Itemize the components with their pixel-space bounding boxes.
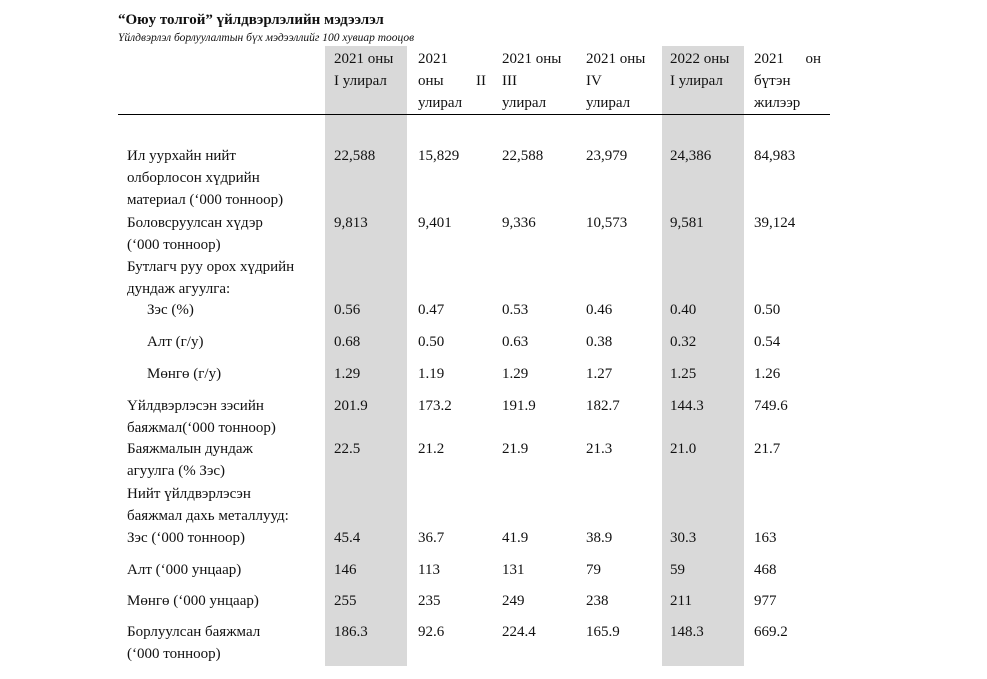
row-label-gold-metal: Алт (‘000 унцаар) <box>127 562 242 578</box>
cell-value: 0.54 <box>754 334 781 350</box>
cell-value: 84,983 <box>754 148 796 164</box>
cell-value: 0.50 <box>754 302 781 318</box>
cell-value: 0.63 <box>502 334 529 350</box>
row-label-copper-concentrate: Үйлдвэрлэсэн зэсийн баяжмал(‘000 тонноор… <box>127 398 276 436</box>
cell-value: 59 <box>670 562 685 578</box>
cell-value: 131 <box>502 562 525 578</box>
cell-value: 23,979 <box>586 148 628 164</box>
cell-value: 235 <box>418 593 441 609</box>
cell-value: 186.3 <box>334 624 368 640</box>
cell-value: 1.26 <box>754 366 781 382</box>
cell-value: 41.9 <box>502 530 529 546</box>
column-header-2021-full-year: 2021 он бүтэн жилээр <box>754 51 821 111</box>
cell-value: 173.2 <box>418 398 452 414</box>
row-label-gold-grade: Алт (г/у) <box>147 334 204 350</box>
cell-value: 9,401 <box>418 215 452 231</box>
cell-value: 21.7 <box>754 441 781 457</box>
cell-value: 0.32 <box>670 334 697 350</box>
row-label-total-material: Ил уурхайн нийт олборлосон хүдрийн матер… <box>127 148 284 208</box>
row-label-head-grade-section: Бутлагч руу орох хүдрийн дундаж агуулга: <box>127 259 295 297</box>
cell-value: 15,829 <box>418 148 460 164</box>
cell-value: 1.19 <box>418 366 445 382</box>
cell-value: 21.0 <box>670 441 697 457</box>
cell-value: 10,573 <box>586 215 628 231</box>
cell-value: 0.47 <box>418 302 445 318</box>
row-label-silver-grade: Мөнгө (г/у) <box>147 366 222 382</box>
row-label-copper-grade: Зэс (%) <box>147 302 194 318</box>
cell-value: 146 <box>334 562 357 578</box>
cell-value: 238 <box>586 593 609 609</box>
cell-value: 977 <box>754 593 777 609</box>
cell-value: 22,588 <box>502 148 544 164</box>
highlight-column-2022-q1 <box>662 46 744 666</box>
column-header-2021-q3: 2021 оны III улирал <box>502 51 562 111</box>
cell-value: 92.6 <box>418 624 445 640</box>
cell-value: 201.9 <box>334 398 368 414</box>
cell-value: 224.4 <box>502 624 536 640</box>
cell-value: 21.9 <box>502 441 529 457</box>
cell-value: 1.29 <box>334 366 361 382</box>
cell-value: 22,588 <box>334 148 376 164</box>
cell-value: 191.9 <box>502 398 536 414</box>
page-subtitle: Үйлдвэрлэл борлуулалтын бүх мэдээллийг 1… <box>118 32 415 44</box>
cell-value: 468 <box>754 562 777 578</box>
cell-value: 249 <box>502 593 525 609</box>
cell-value: 38.9 <box>586 530 613 546</box>
row-label-concentrate-sold: Борлуулсан баяжмал (‘000 тонноор) <box>127 624 261 662</box>
cell-value: 21.2 <box>418 441 445 457</box>
cell-value: 669.2 <box>754 624 788 640</box>
cell-value: 163 <box>754 530 777 546</box>
row-label-copper-metal: Зэс (‘000 тонноор) <box>127 530 246 546</box>
cell-value: 144.3 <box>670 398 704 414</box>
highlight-column-2021-q1 <box>325 46 407 666</box>
cell-value: 0.53 <box>502 302 529 318</box>
cell-value: 165.9 <box>586 624 620 640</box>
cell-value: 0.38 <box>586 334 613 350</box>
cell-value: 9,336 <box>502 215 536 231</box>
cell-value: 0.46 <box>586 302 613 318</box>
cell-value: 0.40 <box>670 302 697 318</box>
cell-value: 9,581 <box>670 215 704 231</box>
cell-value: 0.68 <box>334 334 361 350</box>
cell-value: 1.29 <box>502 366 529 382</box>
header-divider <box>118 114 830 115</box>
cell-value: 182.7 <box>586 398 620 414</box>
row-label-processed-ore: Боловсруулсан хүдэр (‘000 тонноор) <box>127 215 263 253</box>
column-header-2022-q1: 2022 оны I улирал <box>670 51 730 89</box>
cell-value: 24,386 <box>670 148 712 164</box>
cell-value: 0.56 <box>334 302 361 318</box>
cell-value: 211 <box>670 593 692 609</box>
cell-value: 21.3 <box>586 441 613 457</box>
cell-value: 39,124 <box>754 215 796 231</box>
cell-value: 36.7 <box>418 530 445 546</box>
cell-value: 749.6 <box>754 398 788 414</box>
cell-value: 9,813 <box>334 215 368 231</box>
cell-value: 30.3 <box>670 530 697 546</box>
cell-value: 148.3 <box>670 624 704 640</box>
cell-value: 1.27 <box>586 366 613 382</box>
cell-value: 22.5 <box>334 441 361 457</box>
cell-value: 255 <box>334 593 357 609</box>
cell-value: 113 <box>418 562 440 578</box>
row-label-silver-metal: Мөнгө (‘000 унцаар) <box>127 593 259 609</box>
column-header-2021-q4: 2021 оны IV улирал <box>586 51 646 111</box>
page-title: “Оюу толгой” үйлдвэрлэлийн мэдээлэл <box>118 12 384 28</box>
column-header-2021-q2: 2021 оны II улирал <box>418 51 486 111</box>
cell-value: 0.50 <box>418 334 445 350</box>
row-label-metals-section: Нийт үйлдвэрлэсэн баяжмал дахь металлууд… <box>127 486 289 524</box>
cell-value: 1.25 <box>670 366 697 382</box>
cell-value: 79 <box>586 562 601 578</box>
cell-value: 45.4 <box>334 530 361 546</box>
row-label-concentrate-grade: Баяжмалын дундаж агуулга (% Зэс) <box>127 441 253 479</box>
column-header-2021-q1: 2021 оны I улирал <box>334 51 394 89</box>
